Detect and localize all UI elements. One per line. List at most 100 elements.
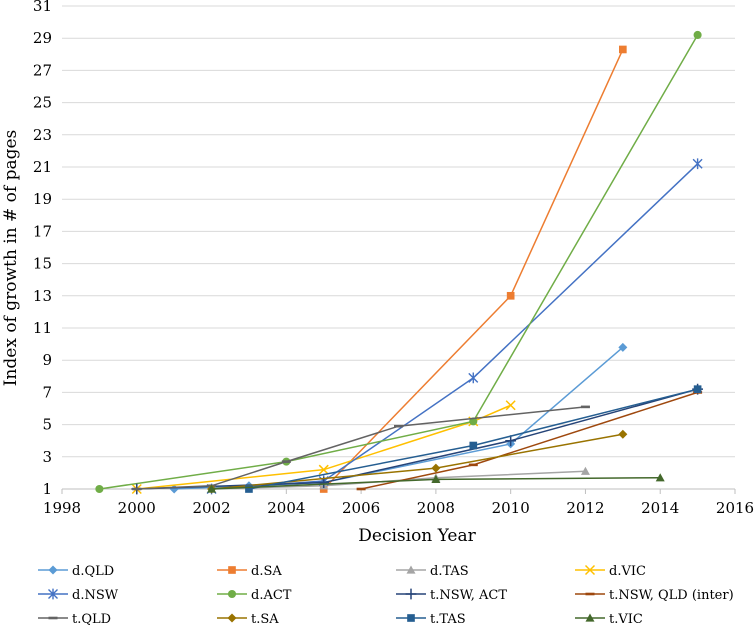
legend: d.QLD d.SA d.TAS d.VIC d.NSW d.ACT t.NSW, ACT t… [38,564,734,627]
data-point-dash [132,487,142,491]
x-tick-label: 2010 [492,499,530,517]
data-point-plus [405,588,417,600]
data-point-star [48,588,58,600]
y-tick-label: 15 [33,255,52,273]
data-point-x [505,400,516,411]
y-tick-label: 11 [33,319,52,337]
data-point-star [692,158,703,170]
series-t-nsw-qld-inter- [356,391,703,491]
series-d-nsw [206,158,703,495]
y-tick-label: 13 [33,287,52,305]
series-t-vic [207,473,665,493]
data-point-square [469,441,478,450]
data-point-x [584,564,596,576]
series-line [248,388,698,490]
data-point-square [693,385,702,394]
legend-label: t.VIC [609,612,643,627]
x-tick-label: 2004 [267,499,305,517]
legend-item: d.VIC [575,564,646,579]
legend-item: t.QLD [38,612,111,627]
y-tick-label: 25 [33,94,52,112]
legend-item: d.NSW [38,588,119,603]
y-tick-label: 17 [33,222,52,240]
legend-item: t.NSW, QLD (inter) [575,588,734,603]
y-tick-label: 21 [33,158,52,176]
data-point-square [506,291,515,300]
x-axis-title: Decision Year [358,526,476,546]
series-group [95,30,704,495]
series-t-qld [132,405,590,491]
data-point-triangle [585,613,595,622]
data-point-star [468,372,479,384]
data-point-square [619,45,627,54]
data-point-plus [505,435,517,447]
legend-item: t.VIC [575,612,643,627]
y-tick-label: 19 [33,190,52,208]
data-point-x [318,464,329,475]
legend-item: d.SA [217,564,282,579]
x-tick-label: 2008 [417,499,455,517]
x-tick-label: 2006 [342,499,380,517]
y-tick-label: 27 [33,61,52,79]
data-point-square [228,566,236,574]
data-point-diamond [618,429,628,439]
data-point-diamond [48,565,58,575]
legend-label: t.SA [251,612,279,627]
data-point-dash [580,405,590,409]
series-d-sa [319,45,627,493]
data-point-dash [468,463,478,467]
legend-item: d.ACT [217,588,292,603]
y-tick-label: 29 [33,29,52,47]
data-point-circle [227,589,237,599]
legend-item: t.TAS [396,612,466,627]
data-point-triangle [655,473,665,482]
y-tick-label: 3 [42,448,52,466]
series-t-tas [245,385,702,493]
data-point-triangle [431,474,441,483]
legend-item: d.QLD [38,564,114,579]
y-tick-label: 9 [42,351,52,369]
y-tick-label: 23 [33,126,52,144]
legend-label: d.TAS [430,564,469,579]
y-tick-label: 31 [33,0,52,15]
legend-item: t.NSW, ACT [396,588,507,603]
data-point-square [407,614,415,622]
data-point-dash [585,592,595,596]
y-tick-label: 5 [42,416,52,434]
legend-label: d.VIC [609,564,646,579]
series-line [136,388,698,490]
x-tick-label: 2012 [566,499,604,517]
data-point-triangle [406,565,416,574]
data-point-square [245,485,253,493]
series-line [136,406,586,490]
x-tick-label: 2014 [641,499,679,517]
legend-label: t.TAS [430,612,466,627]
data-point-dash [48,616,58,620]
data-point-triangle [207,484,217,493]
x-tick-label: 2000 [118,499,156,517]
y-tick-label: 1 [42,480,52,498]
data-point-dash [281,460,291,463]
data-point-circle [95,484,104,494]
legend-label: d.QLD [72,564,114,579]
data-point-diamond [431,463,441,473]
legend-label: d.ACT [251,588,292,603]
legend-label: d.SA [251,564,282,579]
series-d-act [95,30,702,494]
data-point-dash [356,487,366,491]
series-line [99,34,699,490]
legend-label: t.NSW, QLD (inter) [609,588,734,603]
gridlines [62,5,735,490]
legend-item: d.TAS [396,564,469,579]
data-point-dash [394,424,403,428]
y-axis-title: Index of growth in # of pages [1,130,21,387]
axes [61,488,736,494]
legend-label: t.QLD [72,612,111,627]
legend-label: d.NSW [72,588,119,603]
data-point-triangle [580,466,590,475]
series-line [211,163,699,490]
data-point-circle [693,30,702,40]
data-point-diamond [618,342,628,352]
